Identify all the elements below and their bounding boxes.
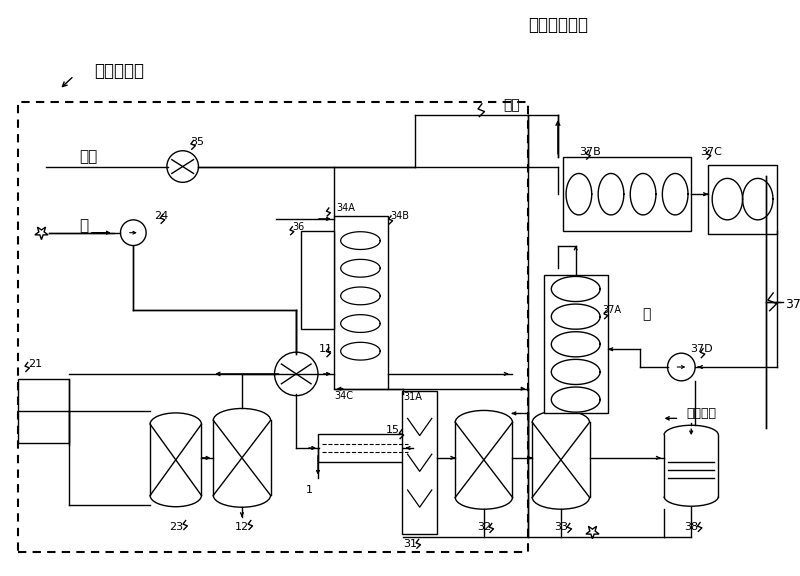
Bar xyxy=(708,165,777,234)
Text: 37D: 37D xyxy=(690,344,713,354)
Circle shape xyxy=(167,151,198,183)
Text: 37C: 37C xyxy=(700,147,722,157)
Text: 34B: 34B xyxy=(390,211,409,221)
Text: 15: 15 xyxy=(386,425,400,435)
Bar xyxy=(18,379,69,443)
Text: 12: 12 xyxy=(235,522,249,532)
Text: 33: 33 xyxy=(554,522,568,532)
Text: 排出气体: 排出气体 xyxy=(686,407,716,420)
Text: 水: 水 xyxy=(642,308,651,321)
Bar xyxy=(301,231,334,329)
Circle shape xyxy=(121,220,146,245)
Text: 34C: 34C xyxy=(334,391,354,401)
Bar xyxy=(318,434,412,462)
Text: 34A: 34A xyxy=(336,203,355,213)
Bar xyxy=(563,157,691,231)
Text: 23: 23 xyxy=(169,522,183,532)
Text: 32: 32 xyxy=(477,522,491,532)
Text: 35: 35 xyxy=(190,137,205,147)
Text: 38: 38 xyxy=(684,522,698,532)
Text: 温水: 温水 xyxy=(504,98,520,112)
Text: 31: 31 xyxy=(402,539,417,549)
Bar xyxy=(402,391,437,535)
Polygon shape xyxy=(586,526,599,539)
Text: 21: 21 xyxy=(28,359,42,369)
Polygon shape xyxy=(35,227,48,240)
Text: 37: 37 xyxy=(785,298,800,311)
Text: 24: 24 xyxy=(154,211,168,221)
Circle shape xyxy=(274,352,318,396)
Text: 36: 36 xyxy=(292,222,305,232)
Text: 空气: 空气 xyxy=(80,149,98,164)
Circle shape xyxy=(667,353,695,381)
Text: 31A: 31A xyxy=(403,392,422,401)
Polygon shape xyxy=(34,403,46,416)
Text: 1: 1 xyxy=(306,486,313,495)
Text: 水: 水 xyxy=(79,218,89,233)
Text: 11: 11 xyxy=(319,344,333,354)
Text: 氢制备系统: 氢制备系统 xyxy=(94,62,144,79)
Bar xyxy=(334,216,388,389)
Bar xyxy=(544,275,608,414)
Text: 37A: 37A xyxy=(602,305,622,314)
Text: 37B: 37B xyxy=(580,147,602,157)
Text: 燃料电池系统: 燃料电池系统 xyxy=(528,16,588,35)
